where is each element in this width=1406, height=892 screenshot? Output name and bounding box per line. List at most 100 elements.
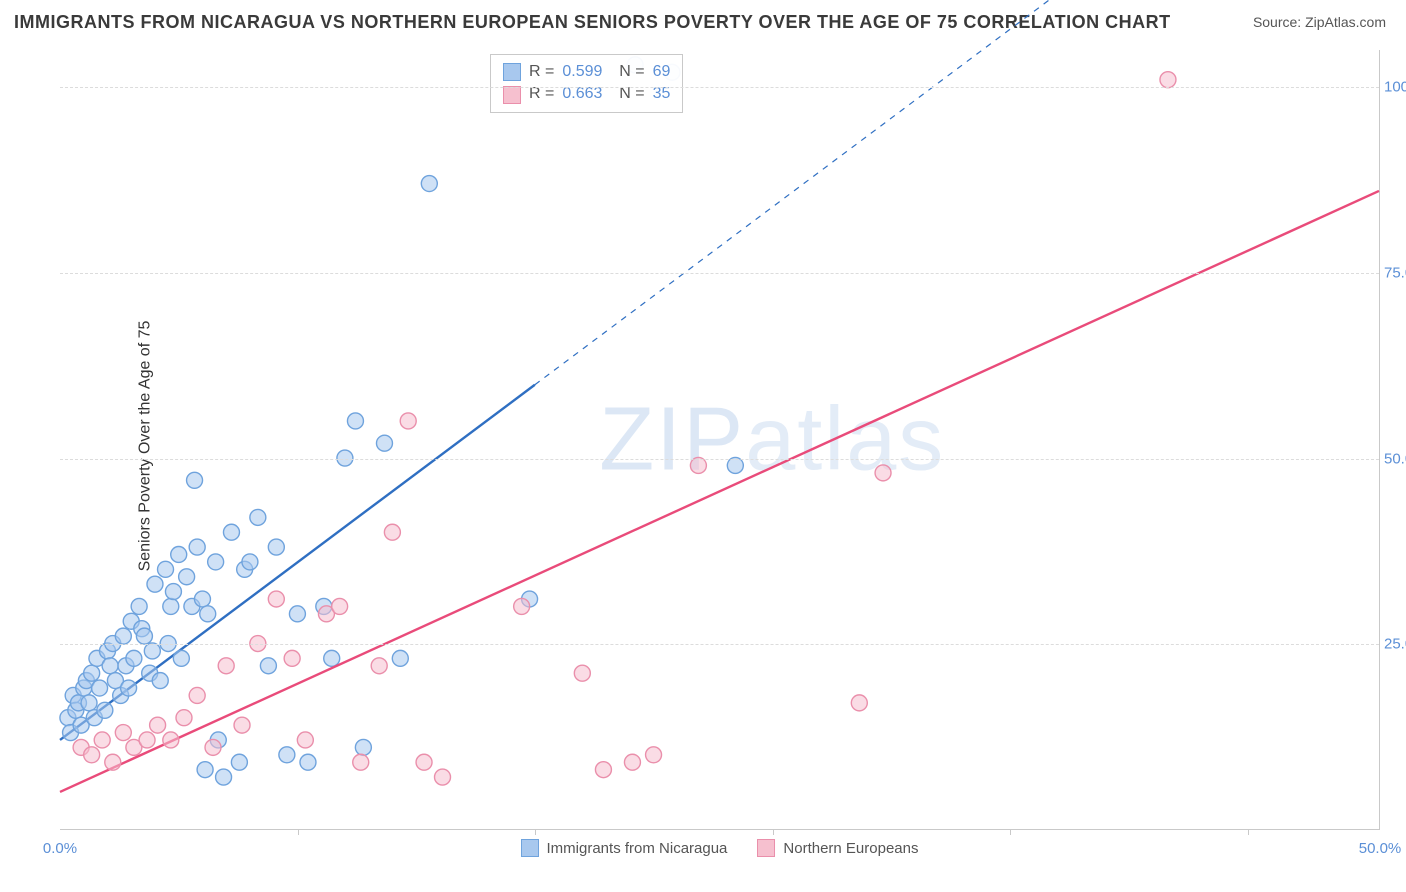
data-point xyxy=(97,702,113,718)
y-tick-label: 25.0% xyxy=(1384,636,1406,653)
data-point xyxy=(84,747,100,763)
data-point xyxy=(144,643,160,659)
data-point xyxy=(875,465,891,481)
legend-swatch-icon xyxy=(757,839,775,857)
gridline xyxy=(60,644,1379,645)
legend-stats-box: R = 0.599 N = 69R = 0.663 N = 35 xyxy=(490,54,683,113)
data-point xyxy=(851,695,867,711)
x-tick-mark xyxy=(1010,829,1011,835)
legend-stats-row: R = 0.599 N = 69 xyxy=(503,61,670,83)
data-point xyxy=(94,732,110,748)
data-point xyxy=(514,598,530,614)
data-point xyxy=(194,591,210,607)
legend-swatch-icon xyxy=(503,86,521,104)
data-point xyxy=(297,732,313,748)
data-point xyxy=(200,606,216,622)
data-point xyxy=(355,739,371,755)
data-point xyxy=(690,457,706,473)
data-point xyxy=(165,584,181,600)
data-point xyxy=(324,650,340,666)
chart-title: IMMIGRANTS FROM NICARAGUA VS NORTHERN EU… xyxy=(14,12,1171,33)
data-point xyxy=(435,769,451,785)
data-point xyxy=(131,598,147,614)
data-point xyxy=(231,754,247,770)
y-tick-label: 75.0% xyxy=(1384,264,1406,281)
data-point xyxy=(105,754,121,770)
data-point xyxy=(284,650,300,666)
data-point xyxy=(147,576,163,592)
data-point xyxy=(158,561,174,577)
data-point xyxy=(81,695,97,711)
data-point xyxy=(421,176,437,192)
gridline xyxy=(60,87,1379,88)
data-point xyxy=(163,598,179,614)
data-point xyxy=(392,650,408,666)
data-point xyxy=(371,658,387,674)
data-point xyxy=(223,524,239,540)
legend-item: Immigrants from Nicaragua xyxy=(521,839,728,857)
legend-bottom: Immigrants from Nicaragua Northern Europe… xyxy=(521,839,919,857)
x-tick-label: 50.0% xyxy=(1359,840,1402,857)
x-tick-label: 0.0% xyxy=(43,840,77,857)
trend-line xyxy=(60,191,1379,792)
legend-r-value: 0.599 xyxy=(562,61,602,83)
data-point xyxy=(416,754,432,770)
legend-r-label: R = xyxy=(529,61,554,83)
data-point xyxy=(1160,72,1176,88)
data-point xyxy=(187,472,203,488)
data-point xyxy=(279,747,295,763)
data-point xyxy=(727,457,743,473)
data-point xyxy=(376,435,392,451)
data-point xyxy=(173,650,189,666)
x-tick-mark xyxy=(535,829,536,835)
data-point xyxy=(300,754,316,770)
legend-swatch-icon xyxy=(503,63,521,81)
data-point xyxy=(400,413,416,429)
data-point xyxy=(218,658,234,674)
data-point xyxy=(139,732,155,748)
data-point xyxy=(152,673,168,689)
data-point xyxy=(136,628,152,644)
data-point xyxy=(242,554,258,570)
data-point xyxy=(624,754,640,770)
gridline xyxy=(60,459,1379,460)
y-tick-label: 100.0% xyxy=(1384,79,1406,96)
data-point xyxy=(197,762,213,778)
data-point xyxy=(347,413,363,429)
data-point xyxy=(260,658,276,674)
x-tick-mark xyxy=(1248,829,1249,835)
data-point xyxy=(150,717,166,733)
data-point xyxy=(179,569,195,585)
legend-item-label: Immigrants from Nicaragua xyxy=(547,840,728,857)
data-point xyxy=(121,680,137,696)
x-tick-mark xyxy=(773,829,774,835)
data-point xyxy=(115,725,131,741)
legend-item: Northern Europeans xyxy=(757,839,918,857)
source-label: Source: ZipAtlas.com xyxy=(1253,14,1386,30)
data-point xyxy=(216,769,232,785)
data-point xyxy=(384,524,400,540)
data-point xyxy=(289,606,305,622)
x-tick-mark xyxy=(298,829,299,835)
data-point xyxy=(189,687,205,703)
plot-area: ZIPatlas R = 0.599 N = 69R = 0.663 N = 3… xyxy=(60,50,1380,830)
chart-svg xyxy=(60,50,1379,829)
data-point xyxy=(115,628,131,644)
data-point xyxy=(332,598,348,614)
data-point xyxy=(102,658,118,674)
data-point xyxy=(268,591,284,607)
data-point xyxy=(126,650,142,666)
gridline xyxy=(60,273,1379,274)
data-point xyxy=(268,539,284,555)
data-point xyxy=(189,539,205,555)
data-point xyxy=(574,665,590,681)
data-point xyxy=(208,554,224,570)
data-point xyxy=(595,762,611,778)
data-point xyxy=(84,665,100,681)
data-point xyxy=(171,547,187,563)
data-point xyxy=(250,509,266,525)
data-point xyxy=(646,747,662,763)
legend-n-value: 69 xyxy=(653,61,671,83)
data-point xyxy=(176,710,192,726)
data-point xyxy=(163,732,179,748)
